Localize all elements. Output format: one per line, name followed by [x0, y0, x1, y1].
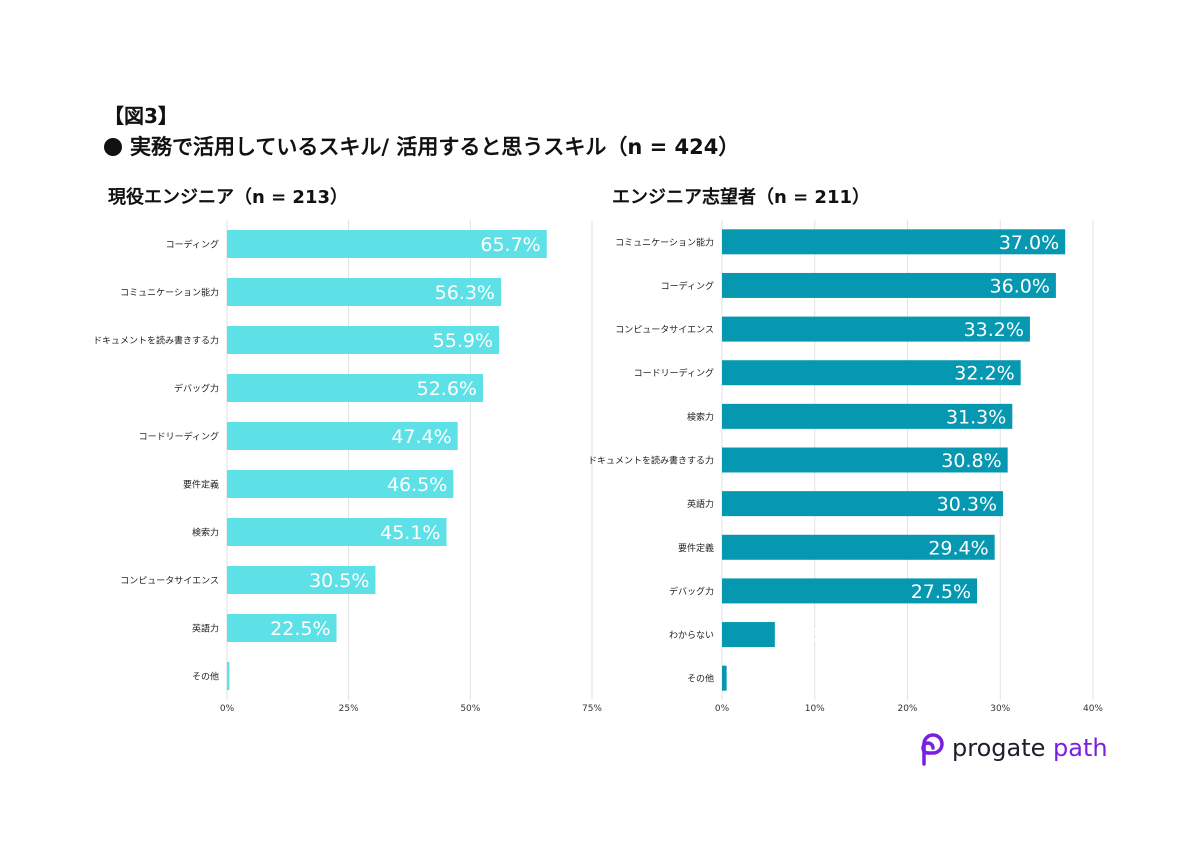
bar	[722, 316, 1030, 342]
category-label: ドキュメントを読み書きする力	[93, 335, 219, 347]
bar	[722, 578, 978, 604]
data-label: 45.1%	[380, 522, 440, 544]
category-label: デバッグ力	[174, 383, 219, 395]
data-label: 52.6%	[417, 378, 477, 400]
category-label: コーディング	[661, 280, 714, 292]
data-label: 30.8%	[941, 450, 1001, 472]
x-tick-label: 50%	[460, 704, 480, 714]
bar	[722, 272, 1056, 298]
main-title: 実務で活用しているスキル/ 活用すると思うスキル（n = 424）	[104, 131, 739, 161]
bar	[722, 665, 727, 691]
category-label: コミュニケーション能力	[120, 287, 219, 299]
bar	[227, 278, 501, 306]
data-label: 5.7%	[779, 625, 827, 647]
logo-text-path: path	[1053, 734, 1108, 762]
category-label: コードリーディング	[634, 367, 714, 379]
data-label: 29.4%	[928, 537, 988, 559]
category-label: 要件定義	[678, 542, 714, 554]
data-label: 36.0%	[990, 275, 1050, 297]
bar	[227, 470, 454, 498]
category-label: ドキュメントを読み書きする力	[588, 455, 714, 467]
data-label: 31.3%	[946, 406, 1006, 428]
bar	[722, 229, 1066, 255]
category-label: コンピュータサイエンス	[615, 325, 714, 336]
bar	[227, 614, 337, 642]
category-label: コードリーディング	[139, 431, 219, 443]
chart-title-engineers: 現役エンジニア（n = 213）	[108, 187, 349, 208]
chart-aspirants: 0% 10% 20% 30% 40% コミュニケーション能力 37.0% コーディング 36.0…	[588, 220, 1103, 714]
bar	[227, 422, 458, 450]
data-label: 56.3%	[435, 282, 495, 304]
category-label: その他	[192, 671, 219, 683]
data-label: 47.4%	[391, 426, 451, 448]
x-tick-label: 25%	[339, 704, 359, 714]
category-label: その他	[687, 673, 714, 685]
category-label: コーディング	[166, 239, 219, 251]
figure-label: 【図3】	[104, 104, 178, 128]
chart-title-aspirants: エンジニア志望者（n = 211）	[612, 187, 871, 208]
data-label: 30.3%	[937, 494, 997, 516]
category-label: 検索力	[192, 527, 219, 539]
category-label: コンピュータサイエンス	[120, 576, 219, 587]
data-label: 55.9%	[433, 330, 493, 352]
bar	[227, 230, 547, 258]
bar	[722, 622, 775, 648]
data-label: 32.2%	[954, 363, 1014, 385]
bar	[722, 403, 1013, 429]
logo-text-progate: progate	[952, 734, 1046, 762]
data-label: 46.5%	[387, 474, 447, 496]
x-tick-label: 10%	[805, 704, 825, 714]
bar	[722, 534, 995, 560]
category-label: 検索力	[687, 411, 714, 423]
category-label: デバッグ力	[669, 585, 714, 597]
category-label: 要件定義	[183, 479, 219, 491]
data-label: 27.5%	[911, 581, 971, 603]
bar	[722, 360, 1021, 386]
data-label: 22.5%	[270, 618, 330, 640]
x-tick-label: 0%	[715, 704, 730, 714]
data-label: 33.2%	[964, 319, 1024, 341]
data-label: 37.0%	[999, 232, 1059, 254]
x-tick-label: 75%	[582, 704, 602, 714]
bar	[227, 518, 447, 546]
x-tick-label: 20%	[897, 704, 917, 714]
bar	[227, 374, 483, 402]
x-tick-label: 40%	[1083, 704, 1103, 714]
progate-path-logo: progate path	[918, 730, 1108, 766]
data-label: 65.7%	[480, 234, 540, 256]
x-tick-label: 30%	[990, 704, 1010, 714]
bar	[722, 491, 1004, 517]
category-label: 英語力	[192, 623, 219, 635]
category-label: コミュニケーション能力	[615, 236, 714, 248]
main-title-text: 実務で活用しているスキル/ 活用すると思うスキル（n = 424）	[130, 135, 740, 159]
chart-engineers: 0% 25% 50% 75% コーディング 65.7% コミュニケーション能力 56.3% ドキ…	[93, 220, 602, 714]
x-tick-label: 0%	[220, 704, 235, 714]
category-label: わからない	[669, 630, 714, 641]
bar	[227, 566, 376, 594]
data-label: 30.5%	[309, 570, 369, 592]
bar	[722, 447, 1008, 473]
bar	[227, 326, 500, 354]
progate-logo-icon	[921, 733, 944, 766]
bar	[227, 662, 230, 690]
category-label: 英語力	[687, 498, 714, 510]
bullet-icon	[104, 138, 122, 156]
